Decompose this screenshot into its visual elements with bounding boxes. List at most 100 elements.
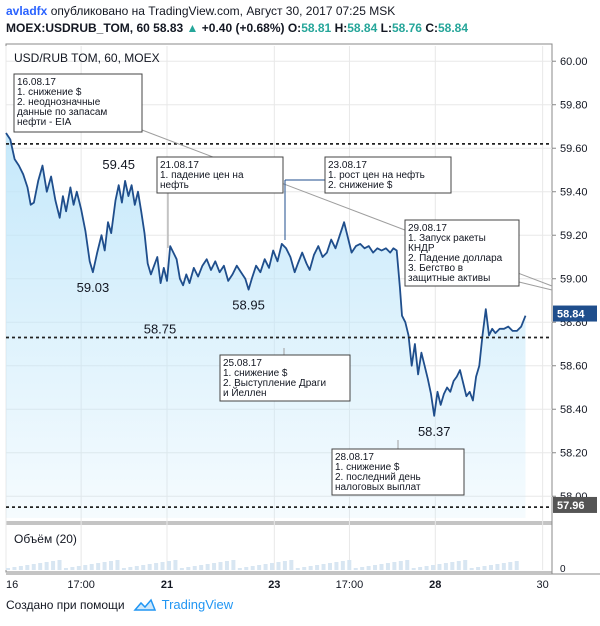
volume-bar [418,567,423,570]
annotation-box[interactable] [156,156,284,194]
point-label: 58.75 [144,321,177,336]
volume-bar [469,568,474,570]
point-label: 58.37 [418,424,451,439]
annotation-text: 1. снижение $ [17,87,82,98]
volume-bar [373,565,378,570]
symbol-name: MOEX:USDRUB_TOM, 60 [6,21,150,35]
volume-bar [276,562,281,570]
annotation-text: 21.08.17 [160,160,199,171]
annotation-text: нефти - EIA [17,116,72,128]
price-change: +0.40 (+0.68%) [201,21,285,35]
volume-bar [237,568,242,570]
close-label: C: [425,21,438,35]
y-tick-label: 59.20 [560,230,588,242]
volume-bar [18,566,23,570]
annotation-text: 3. Бегство в [408,263,463,274]
volume-bar [44,562,49,570]
volume-bar [57,560,62,570]
x-tick-label: 28 [429,579,441,591]
symbol-quote: MOEX:USDRUB_TOM, 60 58.83 ▲ +0.40 (+0.68… [6,21,468,35]
volume-bar [160,562,165,570]
volume-bar [366,566,371,570]
y-tick-label: 59.40 [560,187,588,199]
volume-bar [89,564,94,570]
volume-bar [302,567,307,570]
volume-label: Объём (20) [14,532,77,546]
volume-bar [166,561,171,570]
volume-bar [224,561,229,570]
annotation-text: защитные активы [408,273,490,284]
volume-bar [83,565,88,570]
annotation-text: налоговых выплат [335,482,421,493]
annotation-text: 29.08.17 [408,223,447,234]
series-line[interactable] [5,132,527,417]
volume-bar [121,568,126,570]
x-tick-label: 17:00 [336,579,364,591]
volume-bar [134,566,139,570]
annotation-text: и Йеллен [223,386,267,399]
volume-bar [334,562,339,570]
y-tick-label: 59.60 [560,143,588,155]
volume-bar [173,560,178,570]
annotation-box[interactable] [13,73,143,133]
volume-bar [6,568,10,570]
y-tick-label: 59.80 [560,100,588,112]
volume-bar [212,563,217,570]
point-label: 59.45 [102,157,135,172]
volume-axis-tick: 0 [560,564,566,575]
volume-bar [63,568,68,570]
volume-bar [70,567,75,570]
chart-legend-label: USD/RUB TOM, 60, MOEX [14,51,160,65]
series-area [6,133,526,518]
volume-bar [411,568,416,570]
point-label: 58.95 [232,298,265,313]
annotation-box[interactable] [331,448,465,496]
high-value: 58.84 [347,21,378,35]
volume-bar [186,567,191,570]
volume-bar [424,566,429,570]
annotation-text: 2. неоднозначные [17,97,101,108]
y-tick-label: 59.00 [560,274,588,286]
volume-bar [443,563,448,570]
annotation-text: 2. Выступление Драги [223,378,326,389]
volume-bar [263,564,268,570]
volume-bar [488,565,493,570]
volume-bar [199,565,204,570]
volume-bar [218,562,223,570]
y-tick-label: 58.20 [560,448,588,460]
volume-bar [179,568,184,570]
publish-info: avladfx опубликовано на TradingView.com,… [6,4,395,18]
annotation-connector [518,281,553,291]
volume-bar [31,564,36,570]
volume-bar [38,563,43,570]
annotation-text: 1. падение цен на [160,170,244,181]
created-with-text: Создано при помощи [6,597,125,612]
y-tick-label: 58.60 [560,361,588,373]
annotation-box[interactable] [324,156,452,194]
volume-bar [392,562,397,570]
annotation-text: 25.08.17 [223,358,262,369]
footer: Создано при помощи TradingView [6,597,233,612]
annotation-box[interactable] [404,219,520,287]
annotation-text: 1. Запуск ракеты [408,233,486,244]
volume-bar [379,564,384,570]
author-link[interactable]: avladfx [6,4,48,18]
open-value: 58.81 [301,21,332,35]
x-tick-label: 17:00 [67,579,95,591]
volume-bar [398,561,403,570]
annotation-box[interactable] [219,354,351,402]
volume-bar [308,566,313,570]
last-price: 58.83 [153,21,184,35]
volume-bar [431,565,436,570]
tradingview-logo[interactable]: TradingView [133,597,233,612]
volume-bar [115,560,120,570]
volume-bar [282,561,287,570]
price-tag [553,496,597,513]
volume-bar [250,566,255,570]
annotation-text: 2. Падение доллара [408,253,503,264]
y-tick-label: 58.40 [560,404,588,416]
annotation-text: нефть [160,179,189,191]
volume-bar [508,562,513,570]
